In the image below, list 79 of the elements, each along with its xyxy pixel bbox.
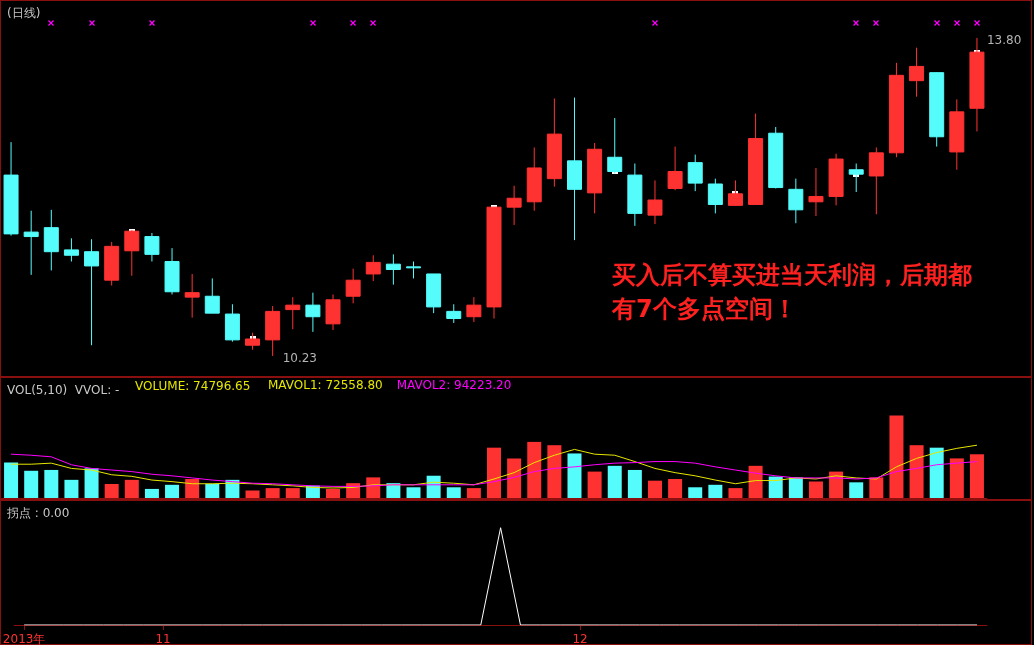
chart-title: VOL(5,10) VVOL: - (7, 383, 120, 397)
x-tick-label: 2013年 (2, 632, 46, 645)
bar (24, 470, 39, 498)
bar (165, 484, 180, 498)
chart-title: (日线) (7, 6, 41, 20)
annotation: 买入后不算买进当天利润，后期都有7个多点空间！ (611, 261, 972, 323)
candlestick (647, 179, 663, 225)
candlestick (144, 232, 160, 262)
bar (84, 468, 99, 498)
bar (607, 465, 622, 498)
bar (285, 488, 300, 498)
candlestick (204, 277, 220, 314)
text: VOLUME: 74796.65 (135, 379, 251, 393)
candlestick (506, 185, 522, 226)
bar (627, 469, 642, 498)
bar (647, 480, 662, 498)
bar (808, 481, 823, 498)
candlestick (687, 154, 703, 192)
bar (889, 415, 904, 498)
candlestick (385, 253, 401, 286)
candlestick (909, 47, 925, 98)
bar (567, 453, 582, 498)
bar (909, 445, 924, 498)
candlestick (466, 296, 482, 323)
bar (688, 487, 703, 498)
candlestick (305, 292, 321, 333)
bar (708, 484, 723, 498)
bar (728, 488, 743, 498)
candlestick (184, 273, 200, 319)
candlestick (365, 254, 381, 282)
bar (929, 447, 944, 498)
bar (144, 488, 159, 498)
candlestick (345, 268, 361, 304)
bar (466, 488, 481, 498)
bar (185, 479, 200, 498)
chart-title: 拐点 : 0.00 (6, 506, 70, 520)
text: MAVOL2: 94223.20 (396, 378, 512, 392)
bar (788, 477, 803, 498)
candlestick (23, 210, 39, 276)
bar (104, 483, 119, 498)
bar (446, 487, 461, 498)
bar (527, 441, 542, 498)
candlestick (848, 163, 864, 193)
annotation: 13.80 (986, 32, 1022, 47)
bar (406, 487, 421, 498)
bar (748, 465, 763, 498)
bar (768, 476, 783, 498)
bar (4, 462, 19, 498)
candlestick (667, 146, 683, 191)
bar (44, 469, 59, 498)
candlestick (446, 303, 462, 324)
bar (326, 488, 341, 498)
candlestick (707, 178, 723, 214)
candlestick (727, 179, 743, 206)
bar (245, 490, 260, 498)
bar (969, 454, 984, 498)
x-tick-label: 12 (572, 632, 588, 645)
bar (205, 483, 220, 498)
bar (386, 483, 401, 498)
candlestick (868, 146, 884, 215)
candlestick (84, 238, 100, 346)
bar (668, 479, 683, 498)
bar (949, 458, 964, 498)
text: MAVOL1: 72558.80 (268, 378, 383, 392)
bar (487, 447, 501, 498)
bar (587, 471, 602, 498)
bar (547, 445, 562, 498)
bar (507, 458, 522, 498)
bar (124, 479, 139, 498)
bar (869, 477, 884, 498)
bar (265, 488, 280, 498)
bar (849, 482, 864, 498)
x-tick-label: 11 (155, 632, 171, 645)
candlestick (63, 237, 79, 262)
candlestick (788, 178, 804, 224)
candlestick (285, 296, 301, 330)
bar (64, 479, 79, 498)
candlestick (808, 167, 824, 217)
annotation: 10.23 (282, 350, 318, 365)
